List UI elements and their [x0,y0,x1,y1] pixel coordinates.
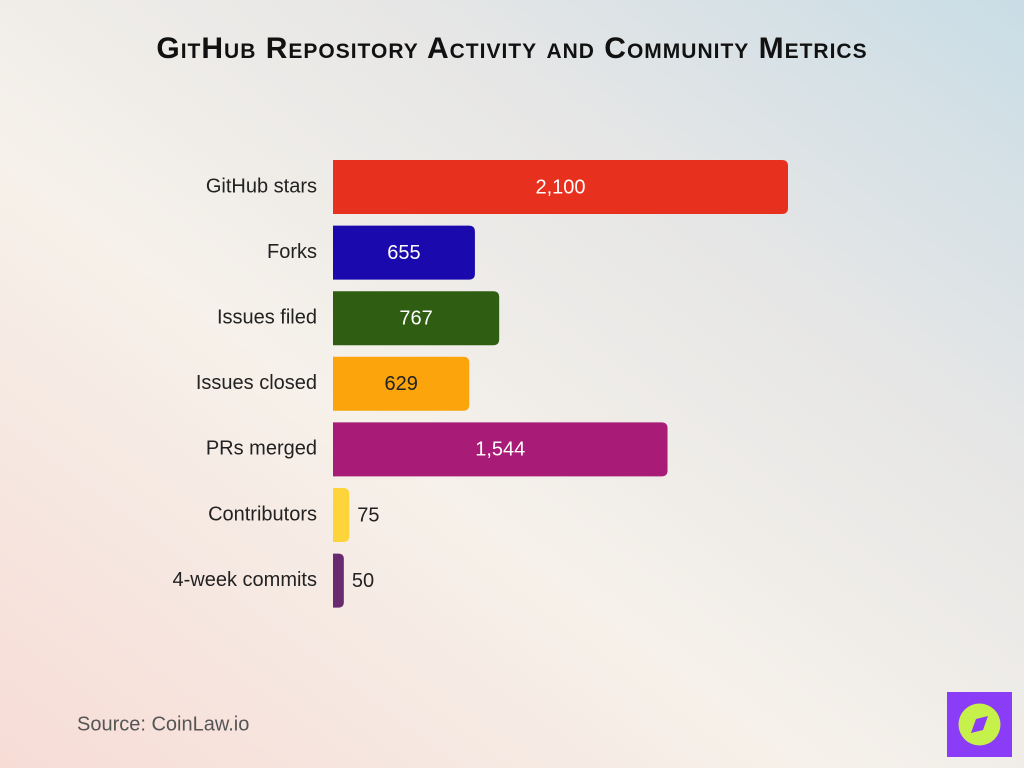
value-label: 655 [387,242,420,264]
value-label: 1,544 [475,439,525,461]
bar [333,291,500,346]
bar [333,160,788,214]
bar [333,553,344,608]
source: Source: CoinLaw.io [77,713,249,735]
chart-title: GitHub Repository Activity and Community… [156,32,867,65]
category-label: GitHub stars [206,175,317,197]
logo-needle [971,716,988,733]
category-label: Issues filed [217,306,317,328]
bar [333,225,475,280]
bar [333,488,350,542]
value-label: 767 [399,307,432,329]
category-label: Contributors [208,503,317,525]
bar [333,422,668,477]
value-label: 2,100 [535,176,585,198]
category-label: Issues closed [196,372,317,394]
value-label: 75 [357,504,379,526]
category-label: PRs merged [206,438,317,460]
logo [947,692,1012,757]
category-label: Forks [267,241,317,263]
value-label: 629 [384,373,417,395]
category-label: 4-week commits [173,569,317,591]
value-label: 50 [352,570,374,592]
bar [333,356,470,411]
